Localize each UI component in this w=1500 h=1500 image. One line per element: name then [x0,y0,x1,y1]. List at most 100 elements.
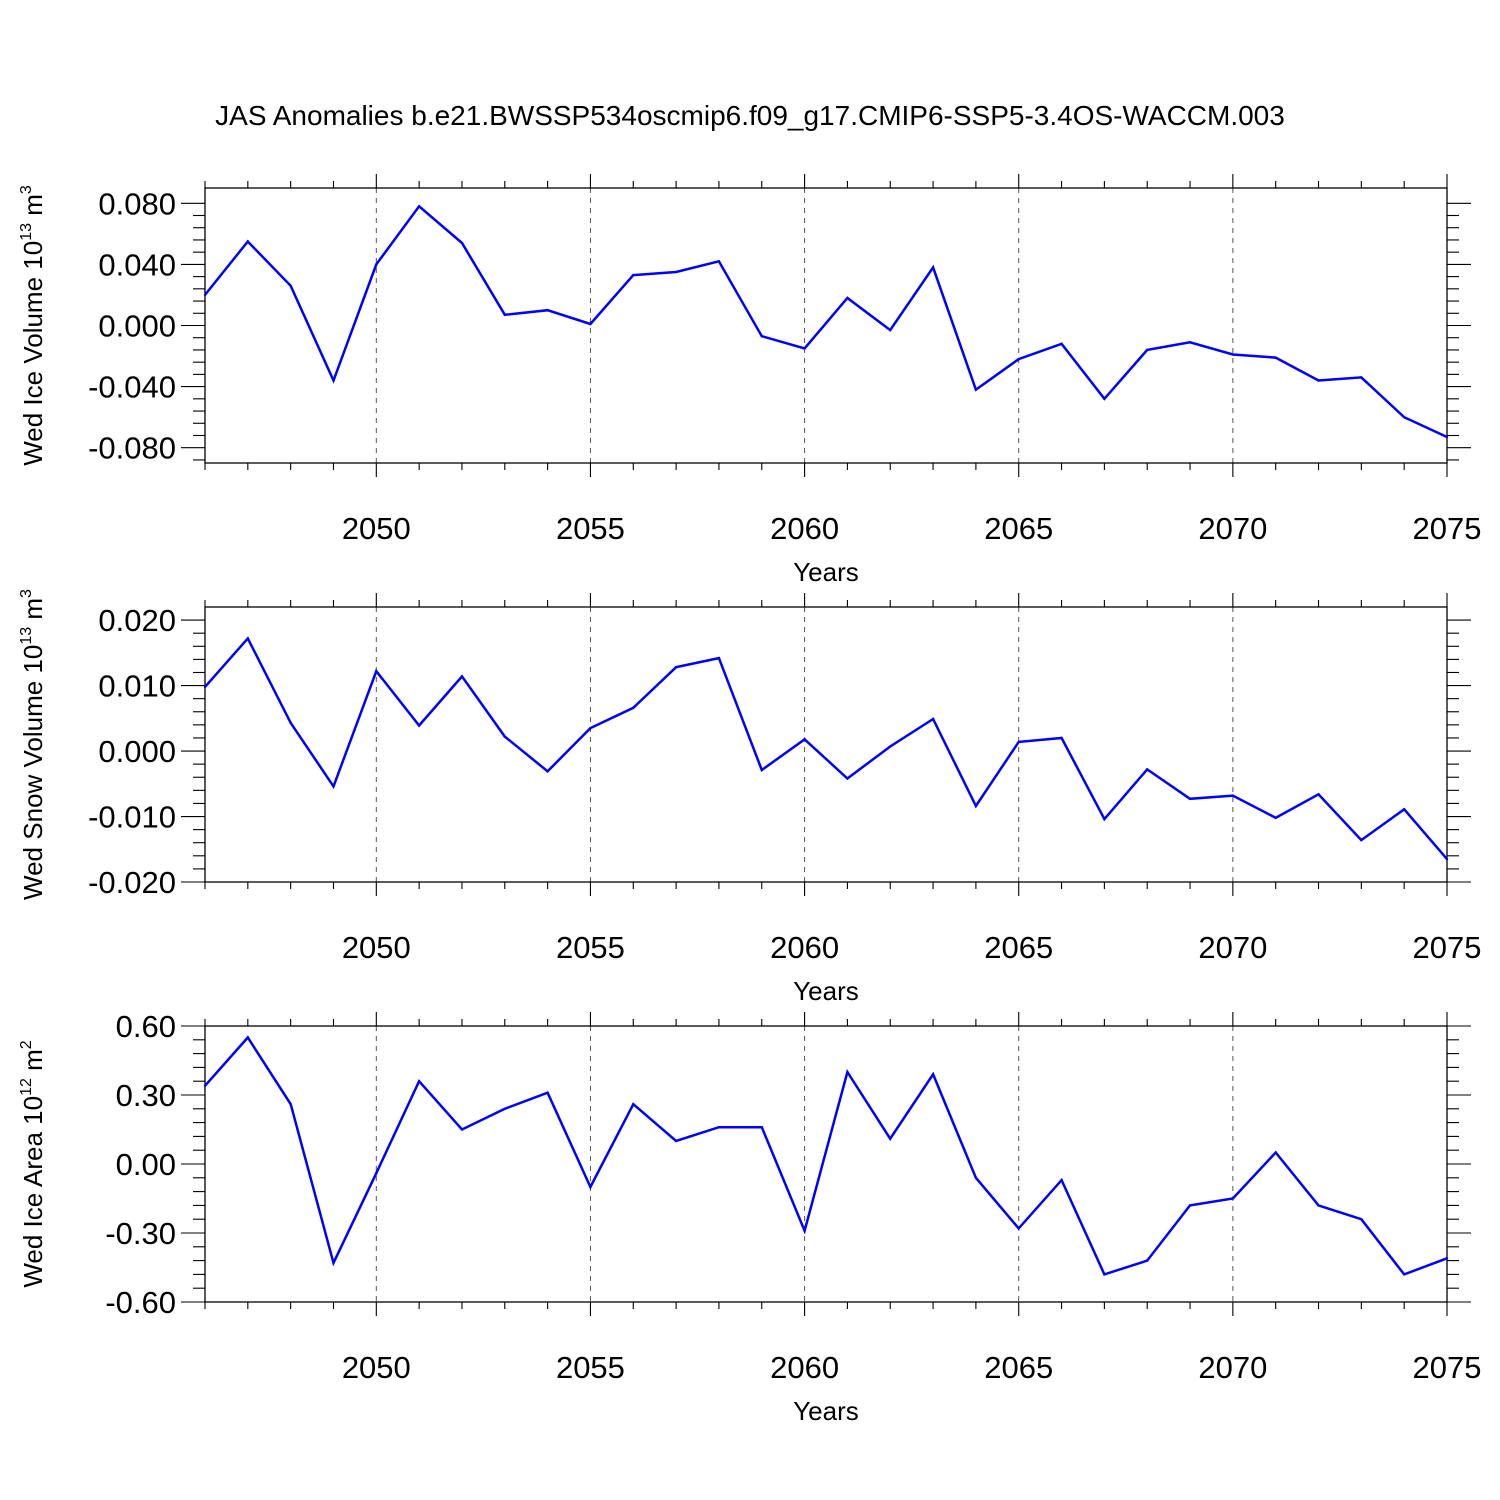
data-point-2058 [717,260,721,263]
y-tick-label-0: -0.020 [88,865,176,900]
y-axis-label-unit: m [18,598,48,627]
data-point-2048 [289,284,292,287]
chart-panel-3: -0.60 -0.30 0.00 0.30 0.60 2050 2055 2060 2065 20… [18,1009,1481,1426]
x-tick-label-2055: 2055 [556,511,625,546]
data-point-2060 [803,1229,806,1232]
data-point-2056 [632,1103,635,1106]
y-axis-label-unit-exponent: 2 [18,1040,35,1049]
y-axis-label-unit-exponent: 3 [18,185,35,194]
x-tick-label-2055: 2055 [556,930,625,965]
data-point-2062 [889,328,892,332]
y-tick-label-2: 0.000 [98,734,176,769]
data-point-2060 [803,738,806,741]
data-point-2061 [846,777,849,780]
y-tick-label-0: -0.080 [88,431,176,466]
y-axis-label: Wed Ice Volume 1013 m3 [18,185,48,466]
x-tick-label-2050: 2050 [342,930,411,965]
x-tick-label-2070: 2070 [1198,1350,1267,1385]
data-point-2053 [503,313,506,317]
y-tick-label-0: -0.60 [105,1285,176,1320]
data-point-2050 [375,1172,378,1175]
data-point-2075 [1445,1257,1449,1260]
y-axis-label-unit: m [18,1049,48,1078]
data-point-2065 [1017,357,1020,361]
data-point-2066 [1060,736,1063,740]
y-axis-label-exponent: 13 [18,223,35,241]
data-point-2074 [1402,1273,1406,1276]
data-point-2072 [1317,379,1320,382]
x-tick-label-2070: 2070 [1198,511,1267,546]
data-point-2060 [803,347,806,350]
data-point-2068 [1146,768,1149,771]
data-point-2046 [203,293,207,297]
data-point-2049 [332,785,335,788]
data-point-2072 [1317,793,1320,796]
x-tick-label-2055: 2055 [556,1350,625,1385]
data-point-2048 [289,721,292,725]
y-axis-label: Wed Ice Area 1012 m2 [18,1040,48,1287]
data-point-2064 [974,388,978,391]
y-tick-label-3: 0.040 [98,247,176,282]
x-tick-label-2075: 2075 [1413,930,1482,965]
chart-panel-2: -0.020 -0.010 0.000 0.010 0.020 2050 2055 2060 2… [18,589,1481,1006]
data-point-2066 [1060,1178,1063,1182]
series-line [204,1035,1448,1276]
data-point-2059 [760,334,763,338]
data-point-2063 [931,717,935,721]
data-point-2055 [589,322,592,326]
data-point-2071 [1274,816,1277,820]
data-point-2047 [246,637,250,640]
data-point-2063 [931,1073,935,1076]
data-point-2068 [1146,1259,1149,1262]
data-point-2057 [674,666,678,669]
data-point-2054 [546,1091,549,1094]
data-point-2051 [417,1080,421,1083]
data-point-2064 [974,1176,978,1180]
x-tick-label-2060: 2060 [770,511,839,546]
data-point-2046 [203,1084,207,1088]
y-tick-label-4: 0.020 [98,603,176,638]
data-point-2065 [1017,1227,1020,1230]
chart-title: JAS Anomalies b.e21.BWSSP534oscmip6.f09_… [215,100,1285,131]
x-tick-label-2075: 2075 [1413,511,1482,546]
y-axis-label-exponent: 12 [18,1078,35,1096]
data-point-2065 [1017,740,1020,744]
data-point-2069 [1188,341,1192,344]
data-point-2071 [1274,356,1277,359]
data-point-2052 [460,241,464,245]
x-tick-label-2075: 2075 [1413,1350,1482,1385]
data-point-2058 [717,1126,721,1129]
data-point-2051 [417,724,421,727]
series-line [204,636,1448,860]
data-point-2047 [246,1036,250,1039]
plot-frame [204,1025,1448,1303]
x-tick-label-2050: 2050 [342,511,411,546]
data-point-2049 [332,379,335,382]
data-point-2068 [1146,348,1149,352]
data-point-2050 [375,669,378,673]
data-point-2059 [760,1126,763,1129]
y-tick-label-1: -0.040 [88,370,176,405]
data-point-2070 [1231,1197,1235,1200]
y-tick-label-2: 0.000 [98,309,176,344]
data-point-2067 [1103,817,1106,821]
data-point-2074 [1402,415,1406,419]
data-point-2067 [1103,397,1106,401]
data-point-2061 [846,1070,849,1074]
data-point-2059 [760,768,763,772]
y-tick-label-3: 0.010 [98,669,176,704]
x-axis-label: Years [793,557,859,587]
data-point-2072 [1317,1204,1320,1207]
data-point-2070 [1231,353,1235,356]
data-point-2047 [246,240,250,243]
data-point-2067 [1103,1273,1106,1276]
chart-panels: -0.080 -0.040 0.000 0.040 0.080 2050 2055 2060 2… [18,174,1481,1426]
data-point-2062 [889,1137,892,1140]
x-tick-label-2065: 2065 [984,930,1053,965]
data-point-2057 [674,1139,678,1143]
data-point-2071 [1274,1151,1277,1154]
data-point-2073 [1360,1218,1363,1221]
y-tick-label-4: 0.60 [116,1009,176,1044]
x-axis-label: Years [793,976,859,1006]
